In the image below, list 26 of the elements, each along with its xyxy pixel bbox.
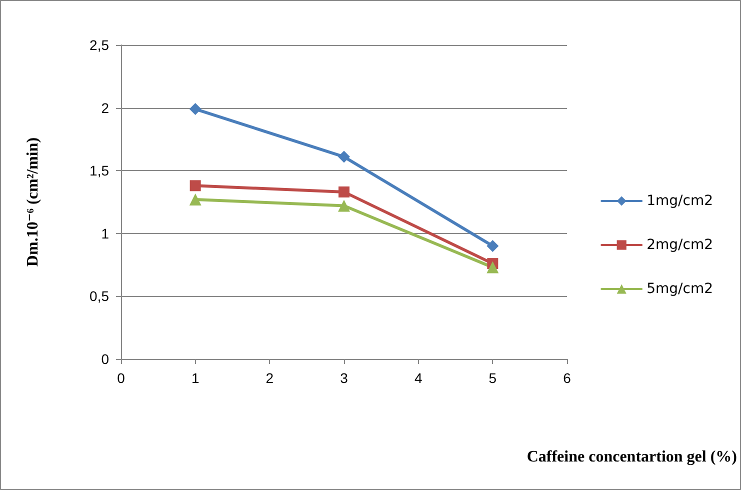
point	[338, 150, 350, 163]
x-tick-label: 0	[117, 370, 126, 386]
point	[338, 200, 350, 212]
point	[486, 240, 499, 252]
y-tick-label: 0	[101, 351, 110, 367]
x-tick-label: 1	[191, 370, 200, 386]
x-axis-title: Caffeine concentartion gel (%)	[526, 448, 737, 466]
legend-label: 5mg/cm2	[646, 281, 713, 297]
point	[189, 103, 202, 116]
point	[189, 193, 202, 206]
x-tick-label: 5	[488, 370, 497, 386]
y-axis-title: Dm.10⁻⁶ (cm²/min)	[24, 137, 42, 267]
x-tick-label: 3	[340, 370, 348, 386]
point	[486, 261, 499, 274]
x-tick-label: 2	[266, 370, 274, 386]
point	[190, 180, 201, 192]
y-tick-label: 1,5	[90, 162, 110, 179]
legend-label: 2mg/cm2	[646, 237, 713, 253]
y-tick-label: 2	[101, 100, 110, 116]
y-tick-label: 1	[101, 225, 110, 242]
y-tick-label: 2,5	[90, 37, 110, 53]
point	[338, 186, 350, 198]
y-tick-label: 0,5	[90, 288, 110, 304]
x-tick-label: 6	[563, 370, 572, 386]
x-tick-label: 4	[414, 370, 422, 386]
legend-label: 1mg/cm2	[646, 193, 713, 209]
